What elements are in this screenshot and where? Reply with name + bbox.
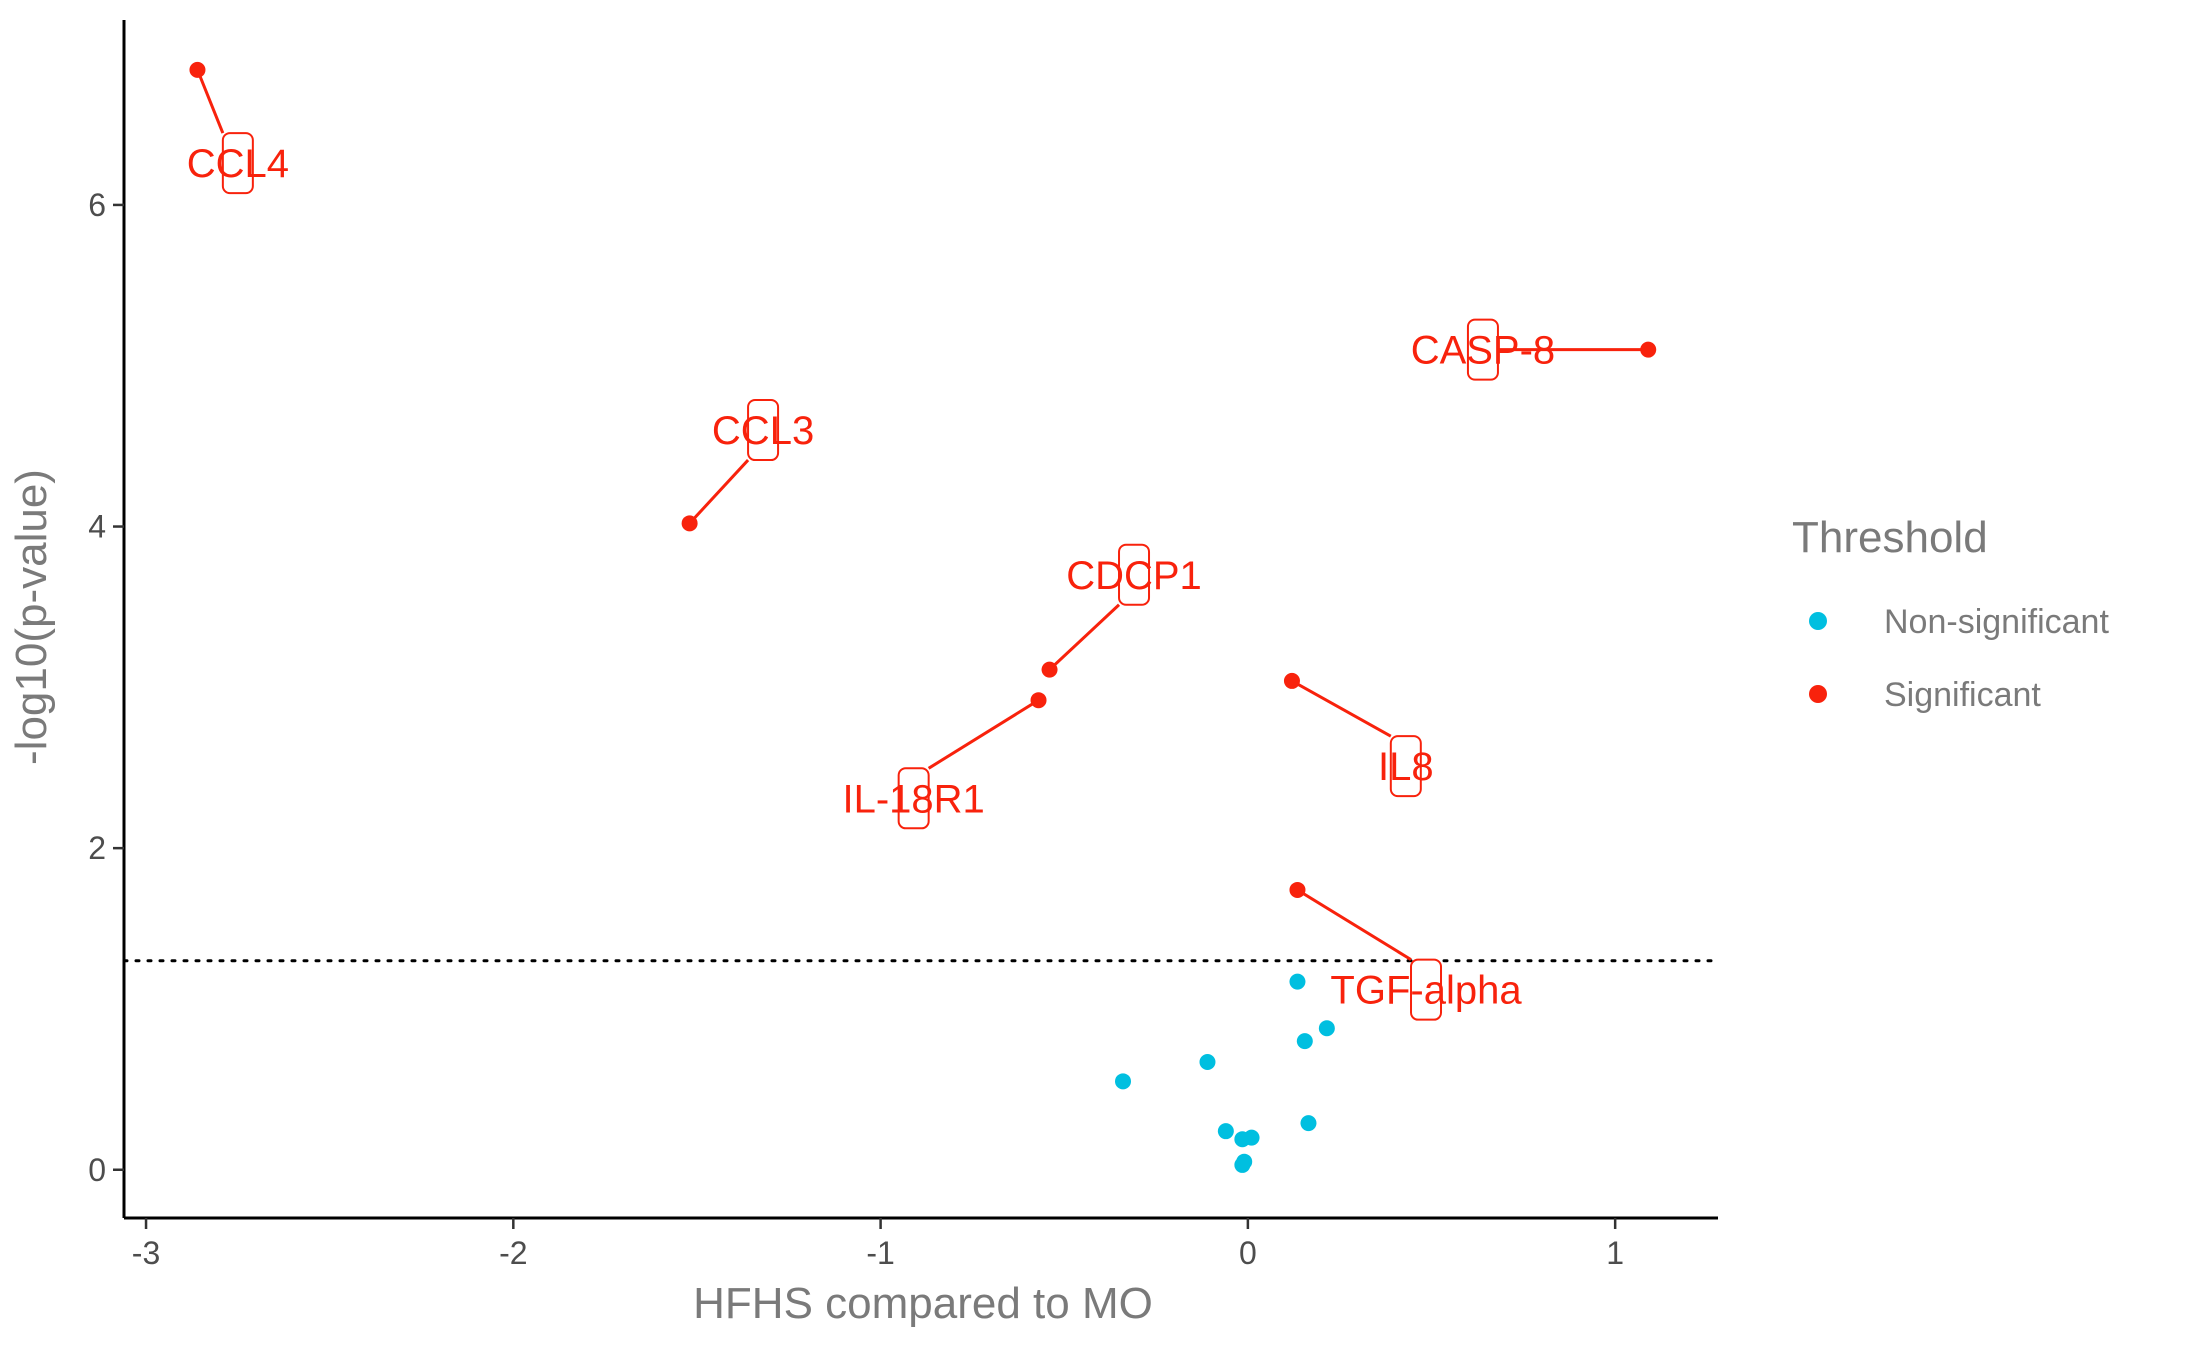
label-connector — [927, 698, 1040, 770]
x-tick-label: -1 — [866, 1235, 894, 1271]
data-point-non-significant — [1300, 1115, 1317, 1132]
point-label: CASP-8 — [1411, 329, 1556, 373]
point-label-box — [1118, 543, 1151, 606]
axes: -3 -2 -1 0 1 0 2 4 6 — [88, 20, 1718, 1271]
data-point-significant — [1289, 881, 1306, 898]
data-point-non-significant — [1199, 1054, 1216, 1071]
data-point-significant — [1030, 692, 1047, 709]
legend-label: Significant — [1884, 676, 2041, 714]
point-label-box — [221, 132, 254, 195]
data-point-non-significant — [1234, 1156, 1251, 1173]
label-connector — [196, 69, 225, 134]
point-label-box — [1466, 318, 1499, 381]
x-tick-label: -2 — [499, 1235, 527, 1271]
label-connector — [1296, 888, 1412, 961]
point-label: IL8 — [1378, 745, 1434, 789]
point-label: CCL4 — [187, 142, 289, 186]
data-point-significant — [1041, 661, 1058, 678]
x-tick-label: -3 — [132, 1235, 160, 1271]
y-tick-label: 4 — [88, 509, 106, 545]
legend-key-significant — [1809, 685, 1827, 703]
point-label: CCL3 — [712, 409, 814, 453]
x-axis-title: HFHS compared to MO — [693, 1279, 1153, 1328]
legend-title: Threshold — [1792, 513, 1988, 562]
data-point-significant — [1283, 672, 1300, 689]
legend-label: Non-significant — [1884, 603, 2109, 641]
data-point-significant — [681, 515, 698, 532]
data-point-non-significant — [1289, 973, 1306, 990]
point-label-box — [897, 767, 930, 830]
y-tick-label: 2 — [88, 830, 106, 866]
y-tick-label: 0 — [88, 1152, 106, 1188]
x-tick-label: 1 — [1606, 1235, 1624, 1271]
label-connector — [688, 459, 750, 525]
label-connector — [1291, 679, 1392, 738]
point-labels: CCL4 CASP-8 CCL3 CDCP1 IL-18R1 IL8 TGF-alpha — [187, 132, 1556, 1021]
point-label-box — [747, 399, 780, 462]
data-point-non-significant — [1243, 1129, 1260, 1146]
point-label: CDCP1 — [1066, 554, 1202, 598]
data-point-significant — [189, 61, 206, 78]
data-point-significant — [1640, 341, 1657, 358]
data-point-non-significant — [1115, 1073, 1132, 1090]
y-tick-label: 6 — [88, 187, 106, 223]
plot-area: CCL4 CASP-8 CCL3 CDCP1 IL-18R1 IL8 TGF-alpha — [122, 61, 1720, 1173]
legend: Threshold Non-significant Significant — [1792, 513, 2109, 714]
x-tick-label: 0 — [1239, 1235, 1257, 1271]
data-point-non-significant — [1217, 1123, 1234, 1140]
point-label-box — [1410, 958, 1443, 1021]
label-connector — [1048, 603, 1121, 671]
data-point-non-significant — [1296, 1033, 1313, 1050]
y-axis-title: -log10(p-value) — [7, 469, 56, 765]
point-label-box — [1389, 735, 1422, 798]
point-label: TGF-alpha — [1330, 969, 1522, 1013]
legend-key-non-significant — [1809, 612, 1827, 630]
data-point-non-significant — [1318, 1020, 1335, 1037]
point-label: IL-18R1 — [842, 777, 984, 821]
